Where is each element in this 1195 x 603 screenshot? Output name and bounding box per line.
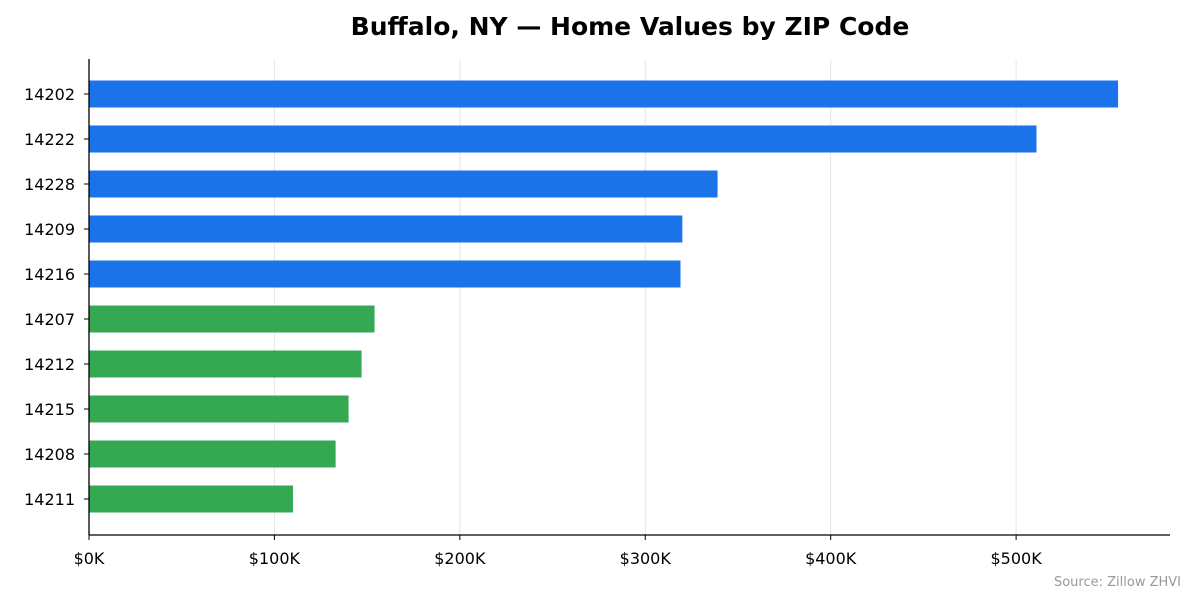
- y-tick-label: 14208: [24, 445, 75, 464]
- bar-14216: [89, 260, 681, 288]
- bar-14215: [89, 395, 349, 423]
- source-note: Source: Zillow ZHVI: [1054, 575, 1181, 590]
- y-tick-label: 14212: [24, 355, 75, 374]
- bar-14207: [89, 305, 375, 333]
- y-tick-label: 14216: [24, 265, 75, 284]
- x-tick-label: $400K: [805, 549, 857, 568]
- bar-14202: [89, 80, 1119, 108]
- y-tick-label: 14215: [24, 400, 75, 419]
- x-tick-label: $0K: [74, 549, 105, 568]
- y-tick-label: 14228: [24, 175, 75, 194]
- y-tick-labels: 14202 14222 14228 14209 14216 14207 14212 14215…: [24, 85, 89, 509]
- bars: [89, 80, 1119, 513]
- bar-14208: [89, 440, 336, 468]
- bar-14212: [89, 350, 362, 378]
- x-tick-label: $300K: [620, 549, 672, 568]
- chart-title: Buffalo, NY — Home Values by ZIP Code: [351, 12, 910, 41]
- x-tick-label: $200K: [434, 549, 486, 568]
- y-tick-label: 14222: [24, 130, 75, 149]
- x-tick-label: $100K: [249, 549, 301, 568]
- y-tick-label: 14209: [24, 220, 75, 239]
- bar-14211: [89, 485, 293, 513]
- y-tick-label: 14202: [24, 85, 75, 104]
- axes: [88, 59, 1170, 536]
- bar-14222: [89, 125, 1037, 153]
- y-tick-label: 14211: [24, 490, 75, 509]
- x-tick-label: $500K: [990, 549, 1042, 568]
- x-tick-labels: $0K $100K $200K $300K $400K $500K: [74, 535, 1042, 568]
- bar-14228: [89, 170, 718, 198]
- y-tick-label: 14207: [24, 310, 75, 329]
- bar-14209: [89, 215, 683, 243]
